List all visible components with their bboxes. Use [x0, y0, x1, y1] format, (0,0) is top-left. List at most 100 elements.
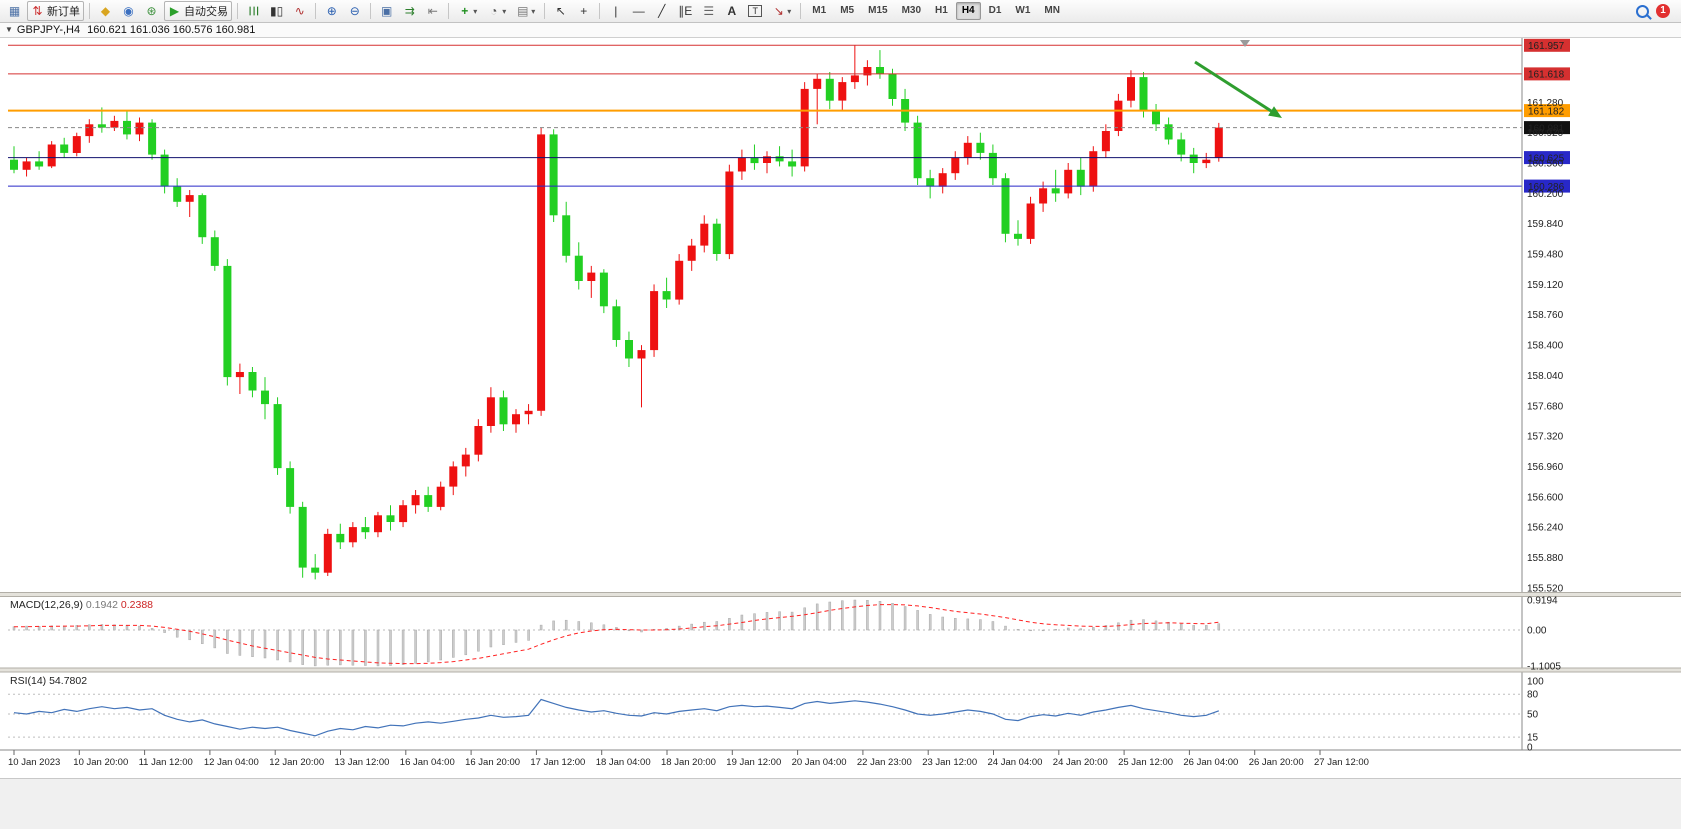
crosshair-button[interactable]: + [573, 1, 594, 21]
macd-histogram-bar [640, 629, 643, 633]
equidistant-channel-button[interactable]: ∥E [674, 1, 696, 21]
tile-windows-button[interactable]: ▣ [376, 1, 397, 21]
chart-shift-marker [1240, 40, 1250, 47]
time-axis-label[interactable]: 24 Jan 04:00 [988, 757, 1043, 768]
time-axis-label[interactable]: 19 Jan 12:00 [726, 757, 781, 768]
macd-histogram-bar [1041, 629, 1045, 632]
time-axis-label[interactable]: 17 Jan 12:00 [530, 757, 585, 768]
time-axis-label[interactable]: 11 Jan 12:00 [139, 757, 193, 768]
expert-advisors-button[interactable]: ◆ [95, 1, 116, 21]
time-axis-label[interactable]: 22 Jan 23:00 [857, 757, 912, 768]
time-axis-label[interactable]: 10 Jan 2023 [8, 757, 60, 768]
panel-separator[interactable] [0, 668, 1681, 672]
trendline-button[interactable]: ╱ [651, 1, 672, 21]
timeframe-w1-button[interactable]: W1 [1015, 5, 1031, 16]
autotrading-button[interactable]: ▶ 自动交易 [164, 1, 232, 21]
toolbar-right: 1 [1636, 4, 1678, 18]
macd-axis-label: 0.00 [1527, 626, 1547, 637]
macd-histogram-bar [88, 624, 91, 631]
toolbar-separator [237, 3, 238, 19]
time-axis-label[interactable]: 25 Jan 12:00 [1118, 757, 1173, 768]
bar-chart-button[interactable]: ☰ [243, 1, 264, 21]
time-axis-label[interactable]: 13 Jan 12:00 [335, 757, 390, 768]
time-axis-label[interactable]: 26 Jan 04:00 [1183, 757, 1238, 768]
time-axis-label[interactable]: 24 Jan 20:00 [1053, 757, 1108, 768]
macd-histogram-bar [389, 629, 392, 666]
fibonacci-icon: ☰ [703, 4, 715, 18]
community-button[interactable]: ◉ [118, 1, 139, 21]
line-chart-button[interactable]: ∿ [289, 1, 310, 21]
time-axis-label[interactable]: 18 Jan 04:00 [596, 757, 651, 768]
toolbar-separator [448, 3, 450, 19]
time-axis-label[interactable]: 18 Jan 20:00 [661, 757, 716, 768]
timeframe-m30-button[interactable]: M30 [901, 5, 922, 16]
arrows-button[interactable]: ↘ ▾ [768, 1, 795, 21]
candle-body [273, 404, 282, 469]
timeframe-h4-button[interactable]: H4 [955, 2, 981, 20]
cursor-icon: ↖ [555, 4, 566, 18]
macd-histogram-bar [1016, 629, 1020, 631]
time-axis-label[interactable]: 27 Jan 12:00 [1314, 757, 1369, 768]
notification-badge[interactable]: 1 [1656, 4, 1670, 18]
candle-body [97, 124, 106, 128]
macd-histogram-bar [364, 629, 367, 666]
candle-body [1026, 203, 1035, 239]
fibonacci-button[interactable]: ☰ [698, 1, 719, 21]
timeframe-m15-button[interactable]: M15 [868, 5, 888, 16]
timeframe-d1-button[interactable]: D1 [988, 5, 1002, 16]
rsi-line [13, 698, 1220, 737]
macd-histogram-bar [753, 613, 756, 631]
periods-button[interactable]: ◔ ▾ [483, 1, 510, 21]
time-axis-label[interactable]: 12 Jan 20:00 [269, 757, 324, 768]
time-axis-label[interactable]: 20 Jan 04:00 [792, 757, 847, 768]
text-label-button[interactable]: T [744, 1, 766, 21]
candle-body [537, 134, 546, 411]
candle-body [1139, 77, 1148, 111]
vertical-line-button[interactable]: | [605, 1, 626, 21]
time-axis-label[interactable]: 16 Jan 04:00 [400, 757, 455, 768]
price-tag [1524, 104, 1570, 118]
cursor-button[interactable]: ↖ [550, 1, 571, 21]
indicators-icon: + [461, 4, 469, 18]
timeframe-m5-button[interactable]: M5 [840, 5, 855, 16]
candle-body [1202, 159, 1211, 164]
tile-windows-icon: ▣ [381, 4, 393, 18]
time-axis-label[interactable]: 23 Jan 12:00 [922, 757, 977, 768]
timeframe-h1-button[interactable]: H1 [935, 5, 948, 16]
indicators-button[interactable]: + ▾ [454, 1, 481, 21]
macd-histogram-bar [401, 629, 405, 665]
time-axis-label[interactable]: 12 Jan 04:00 [204, 757, 259, 768]
trend-arrow[interactable] [1194, 60, 1272, 113]
zoom-in-button[interactable]: ⊕ [321, 1, 342, 21]
new-order-button[interactable]: ⇅ 新订单 [27, 1, 84, 21]
macd-label: MACD(12,26,9) 0.1942 0.2388 [10, 599, 153, 611]
auto-scroll-button[interactable]: ⇉ [399, 1, 420, 21]
collapse-arrow-icon[interactable]: ▼ [5, 25, 13, 34]
community-icon: ◉ [123, 4, 134, 18]
panel-separator[interactable] [0, 592, 1681, 597]
macd-histogram-bar [201, 629, 204, 644]
candlestick-chart-button[interactable]: ▮▯ [266, 1, 287, 21]
text-button[interactable]: A [721, 1, 742, 21]
candle-body [323, 533, 332, 573]
timeframe-mn-button[interactable]: MN [1044, 5, 1060, 16]
time-axis-label[interactable]: 26 Jan 20:00 [1249, 757, 1304, 768]
chart-shift-button[interactable]: ⇤ [422, 1, 443, 21]
search-icon[interactable] [1636, 4, 1649, 18]
macd-histogram-bar [351, 629, 355, 666]
trend-arrowhead[interactable] [1268, 106, 1282, 118]
timeframe-m1-button[interactable]: M1 [812, 5, 827, 16]
candle-body [662, 291, 671, 300]
horizontal-line-button[interactable]: — [628, 1, 649, 21]
time-axis-label[interactable]: 16 Jan 20:00 [465, 757, 520, 768]
price-axis-label: 155.520 [1527, 583, 1564, 594]
zoom-out-button[interactable]: ⊖ [344, 1, 365, 21]
candle-body [800, 88, 809, 167]
macd-histogram-bar [1079, 628, 1083, 631]
macd-histogram-bar [251, 629, 254, 657]
chart-window-button[interactable]: ▦ [4, 1, 25, 21]
time-axis-label[interactable]: 10 Jan 20:00 [73, 757, 128, 768]
candle-body [1214, 127, 1223, 158]
help-globe-button[interactable]: ⊛ [141, 1, 162, 21]
templates-button[interactable]: ▤ ▾ [512, 1, 539, 21]
